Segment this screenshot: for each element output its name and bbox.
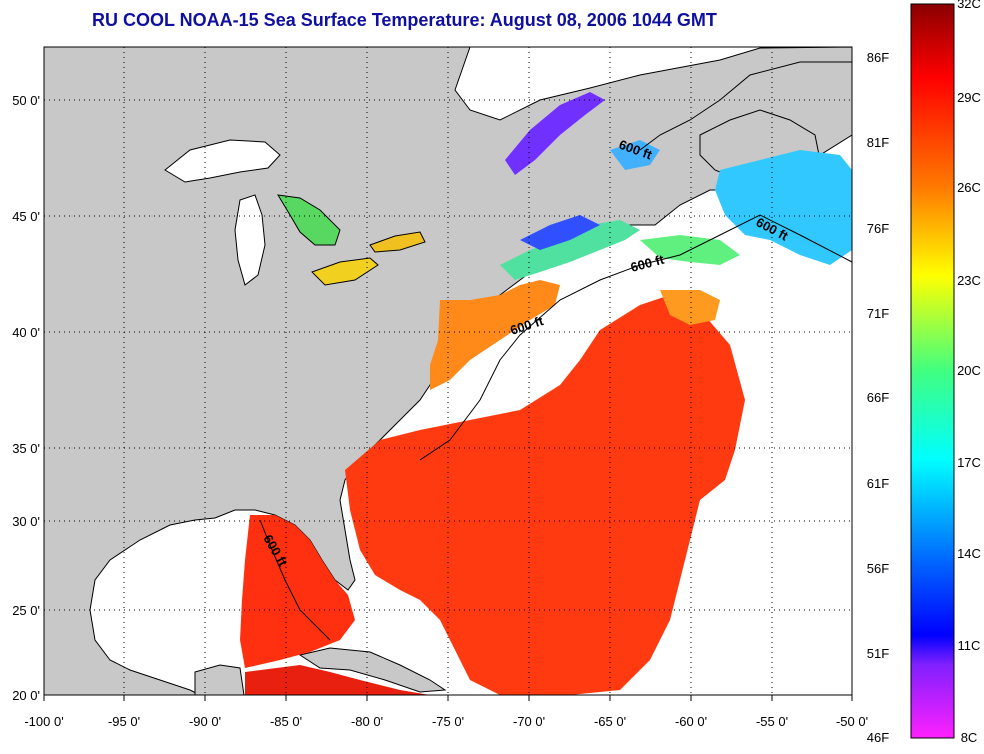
lat-tick-label: 25 0' <box>12 603 40 618</box>
lon-tick-label: -60 0' <box>675 714 707 729</box>
lon-tick-label: -65 0' <box>594 714 626 729</box>
lake-huron <box>277 194 341 246</box>
colorbar-c-label: 8C <box>961 730 978 745</box>
colorbar-c-labels: 32C 29C 26C 23C 20C 17C 14C 11C 8C <box>957 0 981 745</box>
lon-tick-label: -75 0' <box>432 714 464 729</box>
colorbar-f-label: 71F <box>867 306 889 321</box>
colorbar-f-labels: 86F 81F 76F 71F 66F 61F 56F 51F 46F <box>867 50 889 745</box>
map-title: RU COOL NOAA-15 Sea Surface Temperature:… <box>92 10 717 30</box>
lon-tick-label: -55 0' <box>756 714 788 729</box>
colorbar-f-label: 46F <box>867 730 889 745</box>
colorbar-f-label: 86F <box>867 50 889 65</box>
lat-axis: 50 0' 45 0' 40 0' 35 0' 30 0' 25 0' 20 0' <box>12 93 40 703</box>
colorbar-c-label: 17C <box>957 455 981 470</box>
colorbar-f-label: 66F <box>867 390 889 405</box>
lat-tick-label: 40 0' <box>12 325 40 340</box>
lat-tick-label: 30 0' <box>12 514 40 529</box>
land-cuba <box>298 647 447 693</box>
colorbar-f-label: 76F <box>867 221 889 236</box>
colorbar-c-label: 20C <box>957 363 981 378</box>
sst-gulf-of-mexico <box>240 515 355 668</box>
lake-ontario <box>369 231 426 253</box>
lon-tick-label: -80 0' <box>351 714 383 729</box>
sst-newfoundland-shelf <box>715 150 852 265</box>
lake-superior <box>164 139 281 183</box>
colorbar-f-label: 61F <box>867 476 889 491</box>
lake-erie <box>311 257 379 286</box>
colorbar-c-label: 14C <box>957 546 981 561</box>
colorbar-c-label: 11C <box>958 638 981 653</box>
colorbar-f-label: 51F <box>867 646 889 661</box>
sst-caribbean <box>245 665 430 695</box>
lake-michigan <box>234 194 266 286</box>
lon-tick-label: -50 0' <box>836 714 868 729</box>
colorbar <box>910 3 955 739</box>
colorbar-c-label: 29C <box>957 90 981 105</box>
lon-tick-label: -70 0' <box>513 714 545 729</box>
colorbar-c-label: 23C <box>957 273 981 288</box>
sst-gulf-of-maine <box>500 220 640 280</box>
sst-offshore-orange <box>660 290 720 325</box>
sst-gulf-stream <box>345 295 745 695</box>
map-grid <box>44 47 852 695</box>
lat-tick-label: 20 0' <box>12 688 40 703</box>
colorbar-c-label: 32C <box>957 0 981 11</box>
lat-tick-label: 50 0' <box>12 93 40 108</box>
lon-tick-label: -100 0' <box>24 714 63 729</box>
sst-hudson-shelf <box>610 140 660 170</box>
sst-scotian-cold <box>520 215 600 250</box>
lat-tick-label: 45 0' <box>12 209 40 224</box>
colorbar-c-label: 26C <box>957 180 981 195</box>
colorbar-f-label: 81F <box>867 135 889 150</box>
sst-mid-atlantic-shelf <box>430 280 560 390</box>
sst-st-lawrence <box>505 92 605 175</box>
lon-tick-label: -85 0' <box>270 714 302 729</box>
lon-tick-label: -90 0' <box>189 714 221 729</box>
lon-tick-label: -95 0' <box>108 714 140 729</box>
lat-tick-label: 35 0' <box>12 441 40 456</box>
land-yucatan <box>194 664 245 695</box>
colorbar-f-label: 56F <box>867 561 889 576</box>
lon-axis: -100 0' -95 0' -90 0' -85 0' -80 0' -75 0' -70… <box>24 695 868 729</box>
